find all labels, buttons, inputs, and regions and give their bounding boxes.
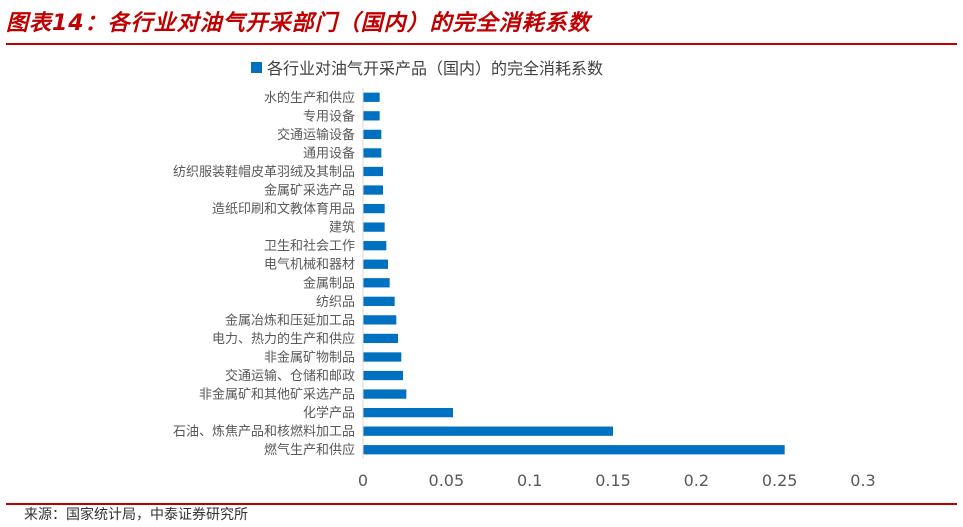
bar [363, 222, 385, 232]
bar [363, 203, 385, 214]
x-tick-label: 0.25 [762, 471, 798, 490]
bar [363, 148, 382, 158]
category-label: 金属制品 [303, 275, 355, 291]
bar [363, 259, 388, 269]
category-label: 造纸印刷和文教体育用品 [212, 201, 355, 217]
bar [363, 166, 383, 177]
bar [363, 129, 382, 140]
category-label: 非金属矿物制品 [264, 349, 355, 365]
bar [363, 111, 380, 121]
x-tick-label: 0.05 [429, 471, 465, 490]
title-rule [6, 43, 957, 45]
bar [363, 185, 383, 195]
bar [363, 333, 398, 344]
bar [363, 296, 395, 306]
bar [363, 407, 453, 418]
bar [363, 370, 403, 381]
category-label: 卫生和社会工作 [264, 238, 355, 254]
category-label: 交通运输设备 [277, 127, 355, 143]
category-label: 纺织服装鞋帽皮革羽绒及其制品 [173, 164, 355, 180]
legend-label: 各行业对油气开采产品（国内）的完全消耗系数 [267, 59, 603, 78]
chart-legend: 各行业对油气开采产品（国内）的完全消耗系数 [251, 59, 603, 78]
category-label: 非金属矿和其他矿采选产品 [199, 387, 355, 403]
category-label: 纺织品 [316, 295, 355, 310]
bar [363, 315, 397, 325]
category-label: 电气机械和器材 [264, 257, 355, 273]
category-label: 化学产品 [303, 405, 355, 421]
category-label: 燃气生产和供应 [264, 442, 355, 458]
legend-swatch [251, 62, 262, 73]
footer-rule [6, 503, 957, 505]
category-label: 电力、热力的生产和供应 [212, 331, 355, 347]
source-note: 来源：国家统计局，中泰证券研究所 [24, 507, 248, 523]
bar [363, 241, 387, 251]
x-tick-label: 0 [358, 471, 368, 490]
category-label: 金属矿采选产品 [264, 183, 355, 199]
category-label: 通用设备 [303, 145, 355, 161]
category-label: 交通运输、仓储和邮政 [225, 368, 355, 384]
bar [363, 352, 402, 362]
bar [363, 278, 390, 288]
x-tick-label: 0.1 [517, 471, 542, 490]
x-tick-label: 0.15 [595, 471, 631, 490]
category-label: 金属冶炼和压延加工品 [225, 312, 355, 328]
category-label: 专用设备 [303, 108, 355, 124]
bar [363, 389, 407, 399]
category-label: 水的生产和供应 [264, 90, 355, 106]
category-label: 石油、炼焦产品和核燃料加工品 [173, 424, 355, 440]
x-tick-label: 0.3 [850, 471, 875, 490]
x-tick-label: 0.2 [684, 471, 709, 490]
bar [363, 92, 380, 102]
bar [363, 426, 613, 436]
bar [363, 445, 785, 455]
category-label: 建筑 [329, 220, 355, 236]
figure-title: 图表14：各行业对油气开采部门（国内）的完全消耗系数 [6, 11, 591, 36]
